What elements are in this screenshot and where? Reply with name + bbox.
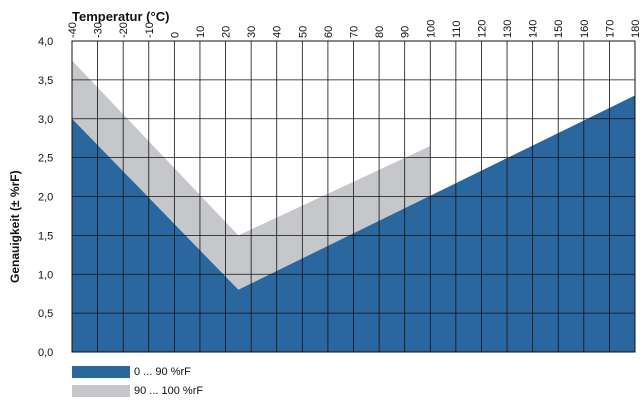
legend-label-0-90: 0 ... 90 %rF [134, 366, 191, 378]
y-tick-label: 1,5 [38, 230, 53, 242]
x-tick-label: 90 [400, 26, 412, 38]
x-tick-label: 150 [553, 20, 565, 38]
x-tick-label: 110 [451, 20, 463, 38]
x-tick-label: 160 [579, 20, 591, 38]
y-tick-label: 2,0 [38, 192, 53, 204]
x-tick-label: 30 [246, 26, 258, 38]
x-tick-label: 20 [221, 26, 233, 38]
x-tick-label: 70 [349, 26, 361, 38]
y-tick-label: 0,5 [38, 308, 53, 320]
x-tick-label: -30 [93, 22, 105, 38]
x-tick-labels: -40 -30 -20 -10 0 10 20 30 40 50 60 70 80 90 100 110 120… [67, 20, 642, 38]
area-series-1 [72, 95, 635, 353]
x-tick-label: 0 [169, 32, 181, 38]
x-tick-label: 140 [528, 20, 540, 38]
y-tick-label: 0,0 [38, 347, 53, 359]
chart-areas [72, 60, 635, 353]
x-tick-label: -20 [118, 22, 130, 38]
y-tick-label: 4,0 [38, 36, 53, 48]
y-tick-label: 2,5 [38, 153, 53, 165]
legend-swatch-90-100 [72, 385, 130, 397]
y-tick-label: 1,0 [38, 269, 53, 281]
y-tick-label: 3,5 [38, 75, 53, 87]
x-tick-label: -40 [67, 22, 79, 38]
y-tick-label: 3,0 [38, 114, 53, 126]
x-tick-label: 50 [297, 26, 309, 38]
y-tick-labels: 0,0 0,5 1,0 1,5 2,0 2,5 3,0 3,5 4,0 [38, 36, 53, 359]
x-tick-label: 130 [502, 20, 514, 38]
x-tick-label: 170 [604, 20, 616, 38]
legend-swatch-0-90 [72, 366, 130, 378]
x-tick-label: 60 [323, 26, 335, 38]
x-tick-label: 10 [195, 26, 207, 38]
x-tick-label: 180 [630, 20, 642, 38]
x-tick-label: 100 [425, 20, 437, 38]
x-tick-label: 40 [272, 26, 284, 38]
x-tick-label: 80 [374, 26, 386, 38]
y-axis-title: Genauigkeit (± %rF) [8, 170, 22, 283]
x-tick-label: 120 [476, 20, 488, 38]
legend-label-90-100: 90 ... 100 %rF [134, 385, 204, 397]
chart-grid [71, 40, 636, 353]
plot-frame [71, 40, 636, 353]
x-axis-title: Temperatur (°C) [72, 9, 169, 24]
x-tick-label: -10 [144, 22, 156, 38]
